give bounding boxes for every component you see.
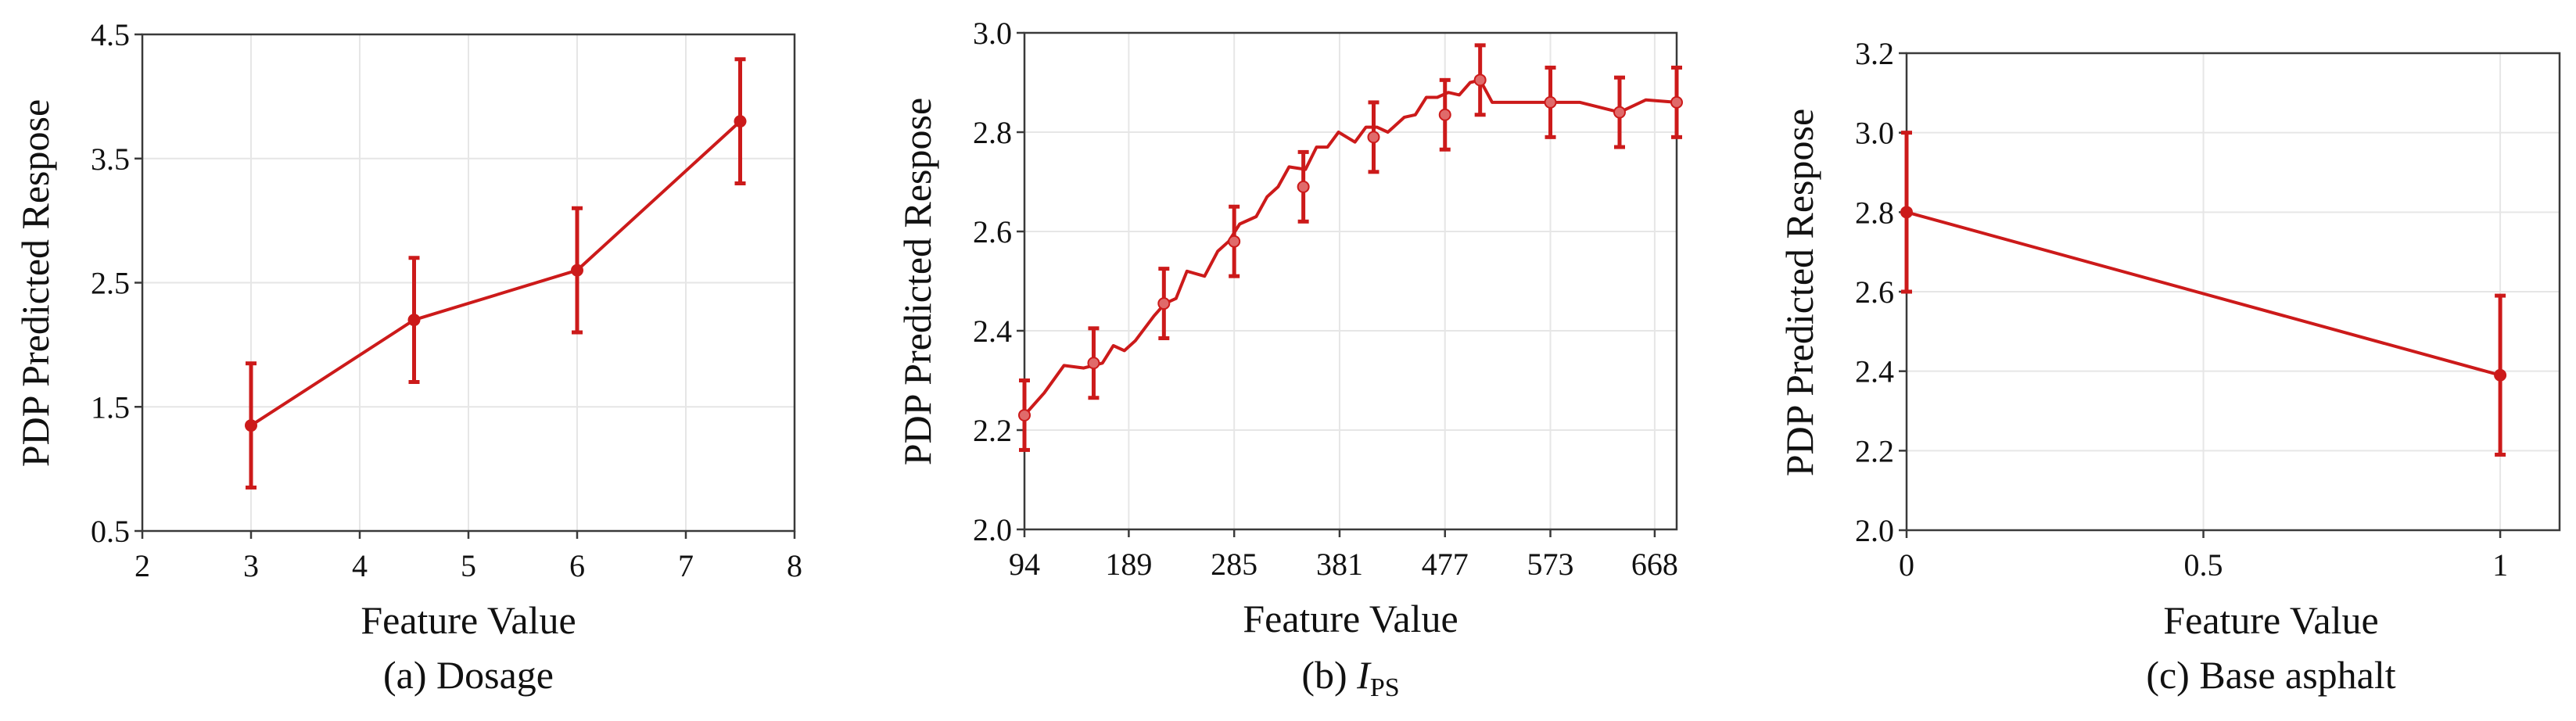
- panel-c-data-point: [2494, 368, 2507, 382]
- panel-a-data-point: [571, 264, 583, 277]
- panel-c-data-point: [1900, 206, 1913, 219]
- panel-b-plot-frame: [1023, 31, 1678, 531]
- panel-a-y-axis-label: PDP Predicted Respose: [13, 99, 57, 467]
- panel-c-xtick-label: 0: [1899, 547, 1914, 583]
- panel-b-data-point: [1018, 408, 1031, 421]
- panel-a-xtick-label: 2: [135, 548, 150, 583]
- panel-b-xtick-label: 381: [1316, 547, 1363, 582]
- panel-b-data-point: [1670, 95, 1683, 109]
- panel-a-data-point: [245, 419, 257, 432]
- panel-b-xtick-label: 668: [1631, 547, 1678, 582]
- panel-a-xtick-label: 8: [787, 548, 802, 583]
- panel-b-ticks: 2.0 2.2 2.4 2.6 2.8 3.0 94 189 285 381 477 573 668: [973, 16, 1678, 582]
- panel-a-series-line: [249, 120, 741, 427]
- panel-b-xtick-label: 94: [1009, 547, 1040, 582]
- panel-c-y-axis-label: PDP Predicted Respose: [1778, 109, 1821, 476]
- panel-a-xtick-label: 7: [678, 548, 694, 583]
- panel-b-ytick-label: 2.8: [973, 115, 1012, 150]
- panel-c-grid: [1906, 52, 2560, 531]
- panel-a-xtick-label: 5: [461, 548, 476, 583]
- panel-b-ytick-label: 2.6: [973, 214, 1012, 249]
- panel-base-asphalt: 2.0 2.2 2.4 2.6 2.8 3.0 3.2 0 0.5 1 Feature Value…: [1778, 36, 2561, 697]
- panel-b-caption: (b) IPS: [1301, 653, 1399, 702]
- panel-c-ytick-label: 3.0: [1855, 116, 1894, 151]
- panel-c-ytick-label: 2.6: [1855, 274, 1894, 310]
- panel-a-ytick-label: 1.5: [91, 389, 130, 425]
- panel-a-caption: (a) Dosage: [383, 653, 554, 697]
- panel-a-xtick-label: 3: [243, 548, 259, 583]
- panel-a-ytick-label: 0.5: [91, 514, 130, 549]
- panel-b-data-point: [1613, 106, 1626, 119]
- panel-b-series-line: [1023, 78, 1677, 417]
- panel-c-ticks: 2.0 2.2 2.4 2.6 2.8 3.0 3.2 0 0.5 1: [1855, 36, 2508, 583]
- panel-a-ytick-label: 2.5: [91, 266, 130, 301]
- panel-b-marks: [1018, 43, 1683, 452]
- panel-a-xtick-label: 6: [569, 548, 585, 583]
- panel-b-grid: [1024, 32, 1677, 530]
- panel-b-data-point: [1228, 235, 1241, 248]
- panel-b-x-axis-label: Feature Value: [1243, 597, 1458, 640]
- panel-a-ticks: 0.5 1.5 2.5 3.5 4.5 2 3 4 5 6 7 8: [91, 17, 802, 583]
- panel-b-data-point: [1544, 95, 1557, 109]
- panel-a-ytick-label: 3.5: [91, 142, 130, 177]
- panel-b-y-axis-label: PDP Predicted Respose: [895, 98, 939, 465]
- panel-c-ytick-label: 3.2: [1855, 36, 1894, 71]
- panel-b-data-point: [1367, 131, 1380, 144]
- panel-b-data-point: [1297, 180, 1310, 193]
- panel-b-ytick-label: 2.2: [973, 413, 1012, 448]
- panel-b-data-point: [1473, 74, 1487, 87]
- panel-c-ytick-label: 2.8: [1855, 195, 1894, 230]
- panel-c-caption: (c) Base asphalt: [2146, 653, 2395, 697]
- panel-a-x-axis-label: Feature Value: [361, 598, 576, 642]
- panel-c-xtick-label: 1: [2492, 547, 2508, 583]
- panel-b-caption-prefix: (b): [1301, 653, 1357, 697]
- panel-a-grid: [142, 34, 795, 532]
- panel-c-xtick-label: 0.5: [2184, 547, 2223, 583]
- panel-ips: 2.0 2.2 2.4 2.6 2.8 3.0 94 189 285 381 477 573 668 F…: [895, 16, 1683, 702]
- panel-b-caption-variable: I: [1356, 653, 1372, 697]
- panel-b-ytick-label: 2.4: [973, 314, 1012, 349]
- panel-a-xtick-label: 4: [352, 548, 368, 583]
- panel-c-ytick-label: 2.2: [1855, 433, 1894, 468]
- panel-b-caption-subscript: PS: [1370, 673, 1400, 702]
- panel-a-data-point: [407, 314, 421, 327]
- panel-a-marks: [245, 57, 747, 490]
- panel-c-marks: [1900, 131, 2507, 457]
- panel-b-ytick-label: 3.0: [973, 16, 1012, 51]
- panel-a-data-point: [734, 115, 747, 128]
- panel-c-ytick-label: 2.4: [1855, 354, 1894, 389]
- panel-dosage: 0.5 1.5 2.5 3.5 4.5 2 3 4 5 6 7 8 Feature Value PDP…: [13, 17, 802, 697]
- panel-b-data-point: [1438, 108, 1451, 121]
- panel-a-ytick-label: 4.5: [91, 17, 130, 52]
- panel-b-xtick-label: 285: [1211, 547, 1258, 582]
- panel-c-ytick-label: 2.0: [1855, 513, 1894, 548]
- panel-b-ytick-label: 2.0: [973, 512, 1012, 547]
- panel-b-data-point: [1087, 357, 1100, 370]
- panel-c-x-axis-label: Feature Value: [2163, 598, 2378, 642]
- panel-c-series-line: [1906, 210, 2501, 377]
- panel-b-xtick-label: 189: [1105, 547, 1152, 582]
- panel-b-data-point: [1157, 297, 1171, 310]
- panel-b-xtick-label: 477: [1422, 547, 1469, 582]
- panel-b-xtick-label: 573: [1527, 547, 1574, 582]
